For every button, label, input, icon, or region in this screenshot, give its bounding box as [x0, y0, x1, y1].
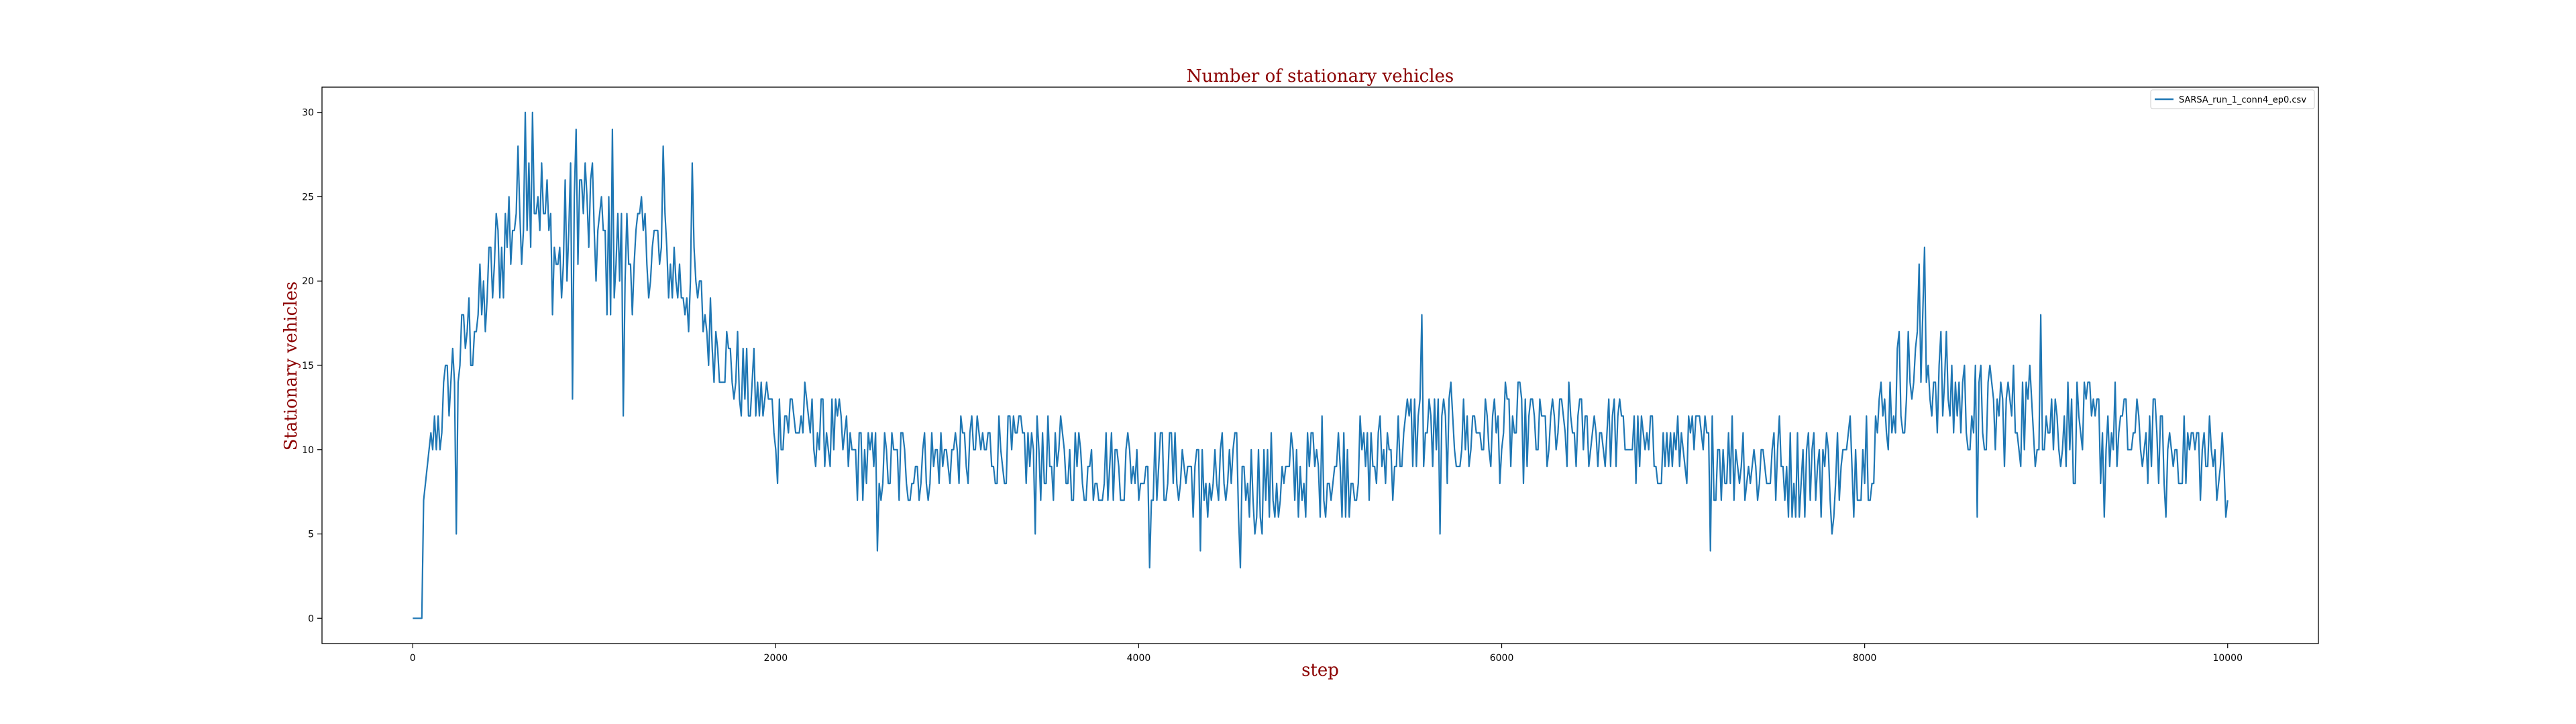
legend-entry: SARSA_run_1_conn4_ep0.csv — [2179, 95, 2306, 105]
axis-ticks: 0 2000 4000 6000 8000 10000 0 5 10 15 20 25 30 — [302, 108, 2243, 664]
legend: SARSA_run_1_conn4_ep0.csv — [2150, 89, 2315, 109]
y-tick-label: 5 — [308, 530, 314, 540]
plot-frame — [321, 86, 2319, 644]
plot-area — [413, 111, 2229, 619]
y-tick-label: 10 — [302, 445, 314, 456]
series-line — [413, 111, 2229, 619]
x-tick-label: 4000 — [1127, 653, 1151, 664]
y-tick-label: 0 — [308, 613, 314, 624]
legend-box — [2150, 89, 2315, 109]
y-tick-label: 20 — [302, 276, 314, 287]
y-tick-label: 15 — [302, 361, 314, 371]
y-tick-label: 25 — [302, 192, 314, 202]
x-tick-label: 2000 — [764, 653, 788, 664]
x-tick-label: 0 — [410, 653, 416, 664]
x-axis-label: step — [1301, 660, 1339, 680]
x-tick-label: 6000 — [1490, 653, 1514, 664]
x-tick-label: 10000 — [2212, 653, 2243, 664]
y-tick-label: 30 — [302, 108, 314, 119]
y-axis-label: Stationary vehicles — [281, 282, 301, 451]
chart-title: Number of stationary vehicles — [1187, 66, 1454, 86]
x-tick-label: 8000 — [1853, 653, 1877, 664]
